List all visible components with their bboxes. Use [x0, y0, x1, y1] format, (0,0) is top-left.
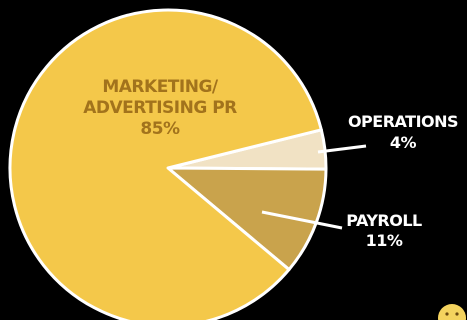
slice-label-marketing-line1: MARKETING/ — [102, 77, 219, 97]
slice-value-marketing: 85% — [140, 119, 180, 139]
slice-marketing — [8, 8, 323, 320]
slice-value-payroll: 11% — [366, 231, 403, 250]
slice-label-operations-name: OPERATIONS — [348, 112, 458, 131]
slice-label-marketing: MARKETING/ ADVERTISING PR 85% — [83, 77, 237, 139]
slice-value-operations: 4% — [390, 133, 417, 152]
leader-line-operations — [317, 144, 367, 154]
slice-label-payroll: PAYROLL 11% — [261, 210, 423, 250]
leader-line-payroll — [261, 210, 343, 230]
slice-label-operations: OPERATIONS 4% — [317, 112, 459, 154]
pie-slices — [8, 8, 328, 320]
slice-label-marketing-line2: ADVERTISING PR — [83, 98, 237, 118]
slice-label-payroll-name: PAYROLL — [346, 211, 422, 230]
emoji-badge-icon — [438, 304, 466, 320]
